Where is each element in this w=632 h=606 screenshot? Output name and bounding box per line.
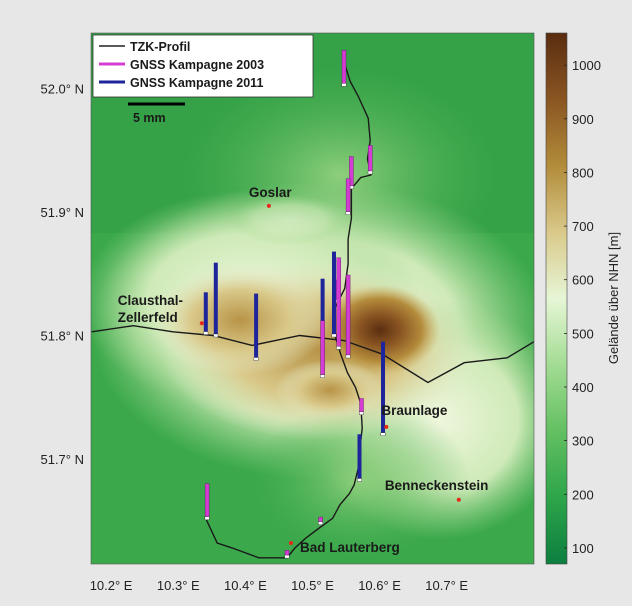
gnss-station-marker [345, 354, 351, 359]
city-dot [456, 497, 461, 502]
gnss-station-marker [318, 521, 323, 525]
gnss-2003-bar [359, 398, 364, 414]
x-tick-label: 10.7° E [425, 578, 468, 593]
gnss-station-marker [213, 333, 219, 338]
city-label: Bad Lauterberg [300, 540, 400, 555]
gnss-station-marker [357, 478, 362, 482]
gnss-station-marker [284, 554, 290, 559]
gnss-station-marker [336, 346, 342, 350]
city-labels: Goslar Clausthal- Zellerfeld Braunlage Benne… [118, 185, 489, 555]
x-tick-label: 10.2° E [90, 578, 133, 593]
colorbar-tick-label: 500 [572, 326, 594, 341]
y-tick-label: 52.0° N [40, 82, 84, 97]
gnss-station-marker [380, 432, 386, 436]
map-frame [90, 32, 535, 565]
city-label: Clausthal- [118, 293, 183, 308]
city-dot [199, 321, 204, 326]
colorbar-label: Gelände über NHN [m] [606, 232, 621, 364]
gnss-2003-bar [345, 274, 351, 357]
gnss-station-marker [203, 331, 209, 335]
y-tick-label: 51.7° N [40, 452, 84, 467]
city-label: Goslar [249, 185, 293, 200]
scale-bar-label: 5 mm [133, 111, 166, 125]
legend-item-gnss2011: GNSS Kampagne 2011 [130, 76, 263, 90]
gnss-2011-bar [203, 292, 208, 334]
gnss-2011-bar [213, 262, 218, 336]
scale-bar: 5 mm [128, 102, 185, 125]
gnss-station-marker [331, 333, 337, 338]
colorbar-tick-label: 600 [572, 273, 594, 288]
gnss-2011-bar [381, 341, 385, 435]
gnss-station-marker [204, 516, 210, 520]
elevation-map: Goslar Clausthal- Zellerfeld Braunlage Benne… [91, 33, 534, 564]
city-label: Braunlage [381, 403, 448, 418]
colorbar-tick-label: 1000 [572, 58, 601, 73]
tzk-profile-south [204, 516, 287, 559]
colorbar-tick-label: 700 [572, 219, 594, 234]
gnss-station-marker [341, 83, 347, 87]
gnss-station-marker [320, 374, 325, 378]
colorbar-scale [545, 32, 568, 565]
city-dot [266, 203, 271, 208]
gnss-2011-bar [332, 251, 336, 336]
colorbar-tick-label: 100 [572, 541, 594, 556]
colorbar: 100 200 300 400 500 600 700 800 900 1000 Gelände … [545, 32, 621, 565]
gnss-station-marker [345, 211, 351, 216]
gnss-station-marker [367, 170, 373, 175]
gnss-2003-bar [204, 483, 210, 519]
gnss-2003-bar [320, 320, 325, 377]
colorbar-tick-label: 300 [572, 434, 594, 449]
gnss-2011-bar [254, 293, 259, 359]
y-tick-label: 51.9° N [40, 205, 84, 220]
gnss-station-marker [359, 411, 364, 415]
city-label: Benneckenstein [385, 478, 489, 493]
colorbar-tick-label: 900 [572, 112, 594, 127]
x-tick-label: 10.6° E [358, 578, 401, 593]
colorbar-tick-label: 800 [572, 166, 594, 181]
colorbar-ticks: 100 200 300 400 500 600 700 800 900 1000 [564, 58, 601, 556]
city-label: Zellerfeld [118, 310, 178, 325]
x-tick-label: 10.4° E [224, 578, 267, 593]
colorbar-tick-label: 200 [572, 487, 594, 502]
legend-item-gnss2003: GNSS Kampagne 2003 [130, 58, 264, 72]
city-dot [384, 424, 389, 429]
gnss-2003-bar [368, 145, 373, 173]
gnss-2003-bar [336, 257, 341, 349]
gnss-station-marker [253, 357, 259, 361]
legend: TZK-Profil GNSS Kampagne 2003 GNSS Kampa… [92, 34, 314, 98]
gnss-2003-bar [345, 178, 351, 214]
gnss-stations [203, 50, 386, 559]
y-tick-label: 51.8° N [40, 329, 84, 344]
legend-box [92, 34, 314, 98]
gnss-2011-bar [357, 434, 362, 480]
x-axis-ticks: 10.2° E 10.3° E 10.4° E 10.5° E 10.6° E 10.7°… [90, 578, 469, 593]
gnss-2003-bar [341, 50, 347, 86]
y-axis-ticks: 52.0° N 51.9° N 51.8° N 51.7° N [40, 82, 84, 467]
legend-item-profile: TZK-Profil [130, 40, 190, 54]
x-tick-label: 10.3° E [157, 578, 200, 593]
colorbar-tick-label: 400 [572, 380, 594, 395]
x-tick-label: 10.5° E [291, 578, 334, 593]
city-dot [289, 541, 293, 545]
